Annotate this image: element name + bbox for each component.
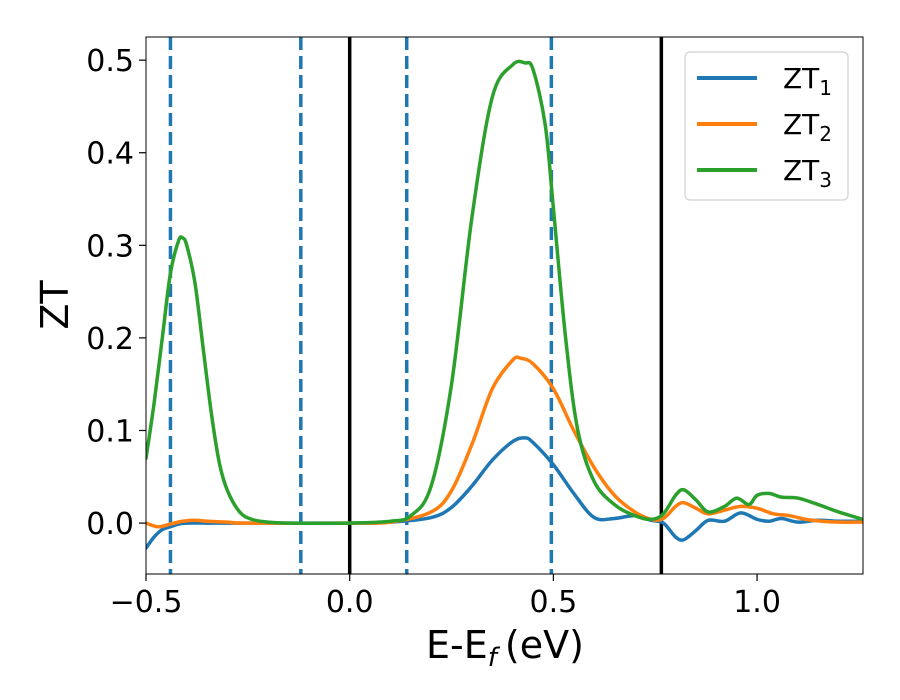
x-axis-ticks: −0.5 0.0 0.5 1.0	[110, 574, 781, 620]
x-axis-label-subscript: f	[488, 643, 501, 673]
legend-label-zt3-sub: 3	[819, 168, 832, 192]
x-tick-label: −0.5	[110, 585, 183, 620]
x-axis-label-unit: (eV)	[505, 623, 584, 667]
x-tick-label: 1.0	[733, 585, 781, 620]
y-tick-label: 0.5	[86, 44, 134, 79]
legend-label-zt1-sub: 1	[819, 76, 832, 100]
x-axis-label-main: E-E	[426, 623, 488, 667]
y-axis-label: ZT	[33, 280, 77, 330]
legend-label-zt1: ZT1	[783, 62, 832, 100]
y-tick-label: 0.4	[86, 137, 134, 172]
legend: ZT1 ZT2 ZT3	[684, 51, 849, 201]
y-tick-label: 0.2	[86, 322, 134, 357]
y-axis-ticks: 0.0 0.1 0.2 0.3 0.4 0.5	[86, 44, 146, 542]
legend-label-zt3: ZT3	[783, 154, 832, 192]
y-tick-label: 0.0	[86, 507, 134, 542]
y-tick-label: 0.1	[86, 414, 134, 449]
series-line-zt1	[146, 436, 863, 550]
legend-label-zt2-sub: 2	[819, 122, 832, 146]
series-line-zt3	[146, 59, 863, 526]
series-lines	[146, 59, 863, 550]
legend-label-zt2: ZT2	[783, 108, 832, 146]
legend-label-zt2-name: ZT	[783, 108, 820, 141]
legend-box	[684, 51, 849, 201]
plot-frame	[145, 36, 864, 575]
y-tick-label: 0.3	[86, 229, 134, 264]
series-line-zt2	[146, 355, 863, 529]
legend-label-zt3-name: ZT	[783, 154, 820, 187]
x-axis-label: E-Ef (eV)	[426, 623, 584, 673]
x-tick-label: 0.5	[530, 585, 578, 620]
legend-label-zt1-name: ZT	[783, 62, 820, 95]
reference-lines	[168, 37, 664, 574]
x-tick-label: 0.0	[326, 585, 374, 620]
